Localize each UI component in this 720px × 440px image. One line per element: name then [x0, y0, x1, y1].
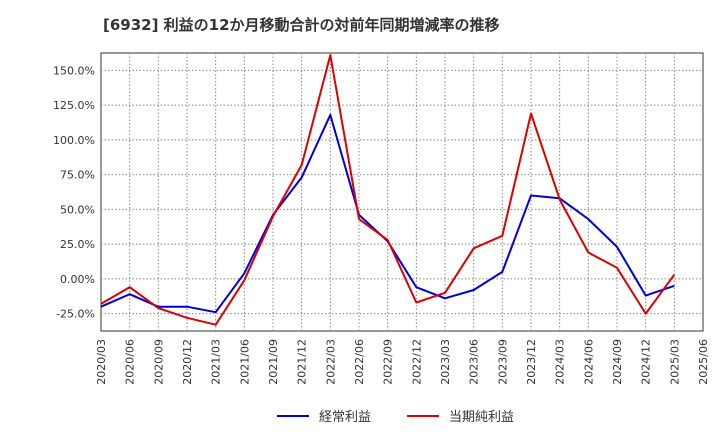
- legend-label-1: 当期純利益: [449, 410, 514, 425]
- series-layer: [100, 54, 676, 326]
- y-tick-label: 25.0%: [60, 238, 95, 251]
- y-tick-label: 0.00%: [60, 273, 95, 286]
- x-tick-label: 2024/03: [554, 339, 567, 385]
- x-tick-label: 2023/09: [496, 339, 509, 385]
- y-tick-label: 100.0%: [53, 134, 95, 147]
- y-tick-label: 125.0%: [53, 99, 95, 112]
- grid-layer: [101, 53, 703, 331]
- x-tick-label: 2023/06: [468, 339, 481, 385]
- y-tick-label: 50.0%: [60, 203, 95, 216]
- x-tick-label: 2021/06: [238, 339, 251, 385]
- legend: 経常利益 当期純利益: [277, 410, 514, 425]
- y-axis: -25.0% 0.00% 25.0% 50.0% 75.0% 100.0% 125.0% 15…: [53, 64, 95, 320]
- x-tick-label: 2024/06: [582, 339, 595, 385]
- x-tick-label: 2022/09: [382, 339, 395, 385]
- x-tick-label: 2020/06: [124, 339, 137, 385]
- y-tick-label: -25.0%: [56, 308, 95, 321]
- x-tick-label: 2025/06: [697, 339, 710, 385]
- x-tick-label: 2025/03: [668, 339, 681, 385]
- plot-area: [100, 52, 704, 332]
- x-tick-label: 2020/09: [152, 339, 165, 385]
- y-tick-label: 75.0%: [60, 169, 95, 182]
- legend-label-0: 経常利益: [319, 410, 371, 425]
- x-tick-label: 2022/12: [410, 339, 423, 385]
- x-axis: 2020/03 2020/06 2020/09 2020/12 2021/03 2021/…: [95, 339, 710, 385]
- x-tick-label: 2023/12: [525, 339, 538, 385]
- x-tick-label: 2021/09: [267, 339, 280, 385]
- x-tick-label: 2024/09: [611, 339, 624, 385]
- series-line-1: [100, 54, 676, 326]
- x-tick-label: 2023/03: [439, 339, 452, 385]
- x-tick-label: 2021/03: [210, 339, 223, 385]
- x-tick-label: 2022/06: [353, 339, 366, 385]
- x-tick-label: 2020/03: [95, 339, 108, 385]
- y-tick-label: 150.0%: [53, 64, 95, 77]
- x-tick-label: 2024/12: [640, 339, 653, 385]
- x-tick-label: 2022/03: [324, 339, 337, 385]
- x-tick-label: 2020/12: [181, 339, 194, 385]
- x-tick-label: 2021/12: [296, 339, 309, 385]
- chart-title: [6932] 利益の12か月移動合計の対前年同期増減率の推移: [103, 16, 500, 34]
